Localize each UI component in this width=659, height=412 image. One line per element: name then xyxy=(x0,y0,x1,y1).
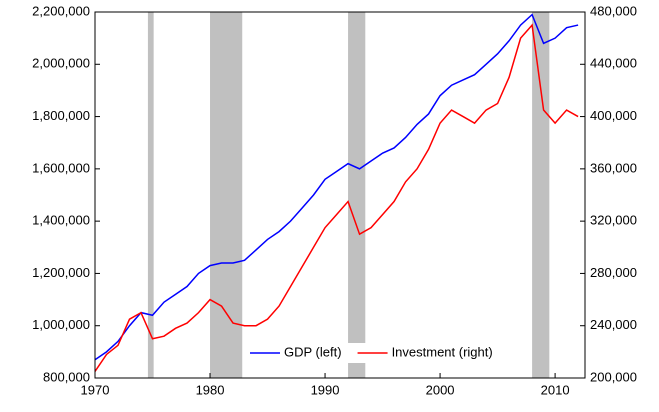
y2-tick-label: 280,000 xyxy=(590,265,637,280)
plot-frame xyxy=(94,11,586,379)
recession-band xyxy=(147,12,154,378)
legend-label: GDP (left) xyxy=(284,344,342,359)
y2-tick-label: 200,000 xyxy=(590,369,637,384)
y-tick-label: 800,000 xyxy=(43,369,90,384)
recession-band xyxy=(210,12,243,378)
y2-tick-label: 360,000 xyxy=(590,160,637,175)
series-line xyxy=(94,13,579,361)
y2-tick-label: 240,000 xyxy=(590,317,637,332)
y-tick-label: 1,200,000 xyxy=(32,265,90,280)
y2-tick-label: 440,000 xyxy=(590,56,637,71)
recession-band xyxy=(348,12,366,378)
y2-tick-label: 400,000 xyxy=(590,108,637,123)
y-tick-label: 1,800,000 xyxy=(32,108,90,123)
legend: GDP (left) Investment (right) xyxy=(246,343,499,363)
y-tick-label: 1,400,000 xyxy=(32,213,90,228)
y-tick-label: 1,600,000 xyxy=(32,160,90,175)
x-tick-label: 1980 xyxy=(196,382,225,397)
legend-label: Investment (right) xyxy=(392,344,493,359)
y2-tick-label: 480,000 xyxy=(590,3,637,18)
y2-tick-label: 320,000 xyxy=(590,213,637,228)
x-tick-label: 2010 xyxy=(541,382,570,397)
series-line xyxy=(94,23,579,372)
x-tick-label: 1990 xyxy=(311,382,340,397)
x-tick-label: 1970 xyxy=(81,382,110,397)
x-tick-label: 2000 xyxy=(426,382,455,397)
y-tick-label: 2,200,000 xyxy=(32,3,90,18)
recession-band xyxy=(532,12,550,378)
y-tick-label: 2,000,000 xyxy=(32,56,90,71)
y-tick-label: 1,000,000 xyxy=(32,317,90,332)
